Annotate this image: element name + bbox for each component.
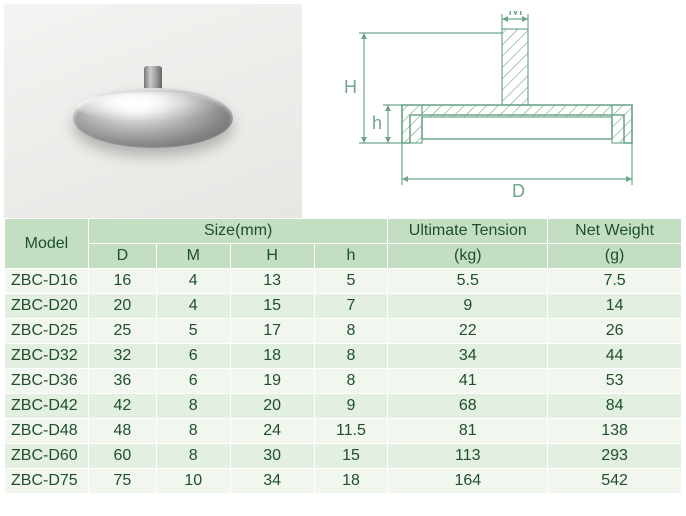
cell-model: ZBC-D16: [5, 269, 89, 294]
cell-H: 34: [230, 469, 314, 494]
th-model: Model: [5, 219, 89, 269]
table-row: ZBC-D606083015113293: [5, 444, 682, 469]
cell-model: ZBC-D42: [5, 394, 89, 419]
cell-nw: 26: [548, 319, 682, 344]
th-M: M: [156, 244, 230, 269]
cell-h: 15: [314, 444, 388, 469]
cell-nw: 44: [548, 344, 682, 369]
cell-h: 11.5: [314, 419, 388, 444]
cell-H: 19: [230, 369, 314, 394]
cell-model: ZBC-D75: [5, 469, 89, 494]
cell-ut: 5.5: [388, 269, 548, 294]
cell-M: 8: [156, 419, 230, 444]
cell-nw: 542: [548, 469, 682, 494]
cell-H: 30: [230, 444, 314, 469]
cell-M: 4: [156, 294, 230, 319]
cell-nw: 53: [548, 369, 682, 394]
cell-nw: 138: [548, 419, 682, 444]
product-photo: [4, 4, 302, 218]
th-D: D: [88, 244, 156, 269]
dim-label-M: M: [508, 11, 523, 19]
cell-nw: 293: [548, 444, 682, 469]
cell-nw: 7.5: [548, 269, 682, 294]
th-ut-sub: (kg): [388, 244, 548, 269]
table-row: ZBC-D323261883444: [5, 344, 682, 369]
th-nw-top: Net Weight: [548, 219, 682, 244]
cell-H: 18: [230, 344, 314, 369]
cell-M: 8: [156, 444, 230, 469]
cell-h: 9: [314, 394, 388, 419]
th-Hcap: H: [230, 244, 314, 269]
cell-H: 17: [230, 319, 314, 344]
cell-h: 18: [314, 469, 388, 494]
magnet-illustration: [73, 66, 233, 156]
cell-H: 13: [230, 269, 314, 294]
cell-h: 8: [314, 369, 388, 394]
cell-M: 6: [156, 369, 230, 394]
dim-label-h: h: [372, 113, 382, 133]
cell-nw: 14: [548, 294, 682, 319]
cell-model: ZBC-D32: [5, 344, 89, 369]
cell-D: 60: [88, 444, 156, 469]
cell-ut: 41: [388, 369, 548, 394]
dim-label-H: H: [344, 77, 357, 97]
technical-diagram: M H h D: [302, 4, 682, 218]
table-row: ZBC-D424282096884: [5, 394, 682, 419]
cell-M: 10: [156, 469, 230, 494]
spec-table: Model Size(mm) Ultimate Tension Net Weig…: [4, 218, 682, 494]
cell-D: 36: [88, 369, 156, 394]
cell-D: 75: [88, 469, 156, 494]
dim-label-D: D: [512, 181, 525, 201]
cell-D: 32: [88, 344, 156, 369]
table-row: ZBC-D7575103418164542: [5, 469, 682, 494]
cell-D: 16: [88, 269, 156, 294]
cell-h: 8: [314, 344, 388, 369]
cell-ut: 22: [388, 319, 548, 344]
cell-ut: 164: [388, 469, 548, 494]
cell-D: 20: [88, 294, 156, 319]
table-row: ZBC-D20204157914: [5, 294, 682, 319]
cell-h: 5: [314, 269, 388, 294]
table-row: ZBC-D363661984153: [5, 369, 682, 394]
cell-ut: 113: [388, 444, 548, 469]
th-size: Size(mm): [88, 219, 388, 244]
cell-M: 4: [156, 269, 230, 294]
cell-h: 8: [314, 319, 388, 344]
cell-ut: 68: [388, 394, 548, 419]
th-nw-sub: (g): [548, 244, 682, 269]
table-row: ZBC-D252551782226: [5, 319, 682, 344]
cell-nw: 84: [548, 394, 682, 419]
cell-H: 24: [230, 419, 314, 444]
cell-h: 7: [314, 294, 388, 319]
cell-H: 15: [230, 294, 314, 319]
cell-ut: 9: [388, 294, 548, 319]
cell-M: 5: [156, 319, 230, 344]
cell-model: ZBC-D25: [5, 319, 89, 344]
th-ut-top: Ultimate Tension: [388, 219, 548, 244]
cell-ut: 34: [388, 344, 548, 369]
spec-tbody: ZBC-D161641355.57.5ZBC-D20204157914ZBC-D…: [5, 269, 682, 494]
cell-ut: 81: [388, 419, 548, 444]
th-h: h: [314, 244, 388, 269]
top-section: M H h D: [4, 4, 682, 218]
cell-model: ZBC-D20: [5, 294, 89, 319]
cell-model: ZBC-D60: [5, 444, 89, 469]
cell-model: ZBC-D36: [5, 369, 89, 394]
cell-H: 20: [230, 394, 314, 419]
cell-D: 42: [88, 394, 156, 419]
cell-D: 48: [88, 419, 156, 444]
cell-D: 25: [88, 319, 156, 344]
cell-M: 8: [156, 394, 230, 419]
cell-model: ZBC-D48: [5, 419, 89, 444]
table-row: ZBC-D484882411.581138: [5, 419, 682, 444]
cell-M: 6: [156, 344, 230, 369]
table-row: ZBC-D161641355.57.5: [5, 269, 682, 294]
